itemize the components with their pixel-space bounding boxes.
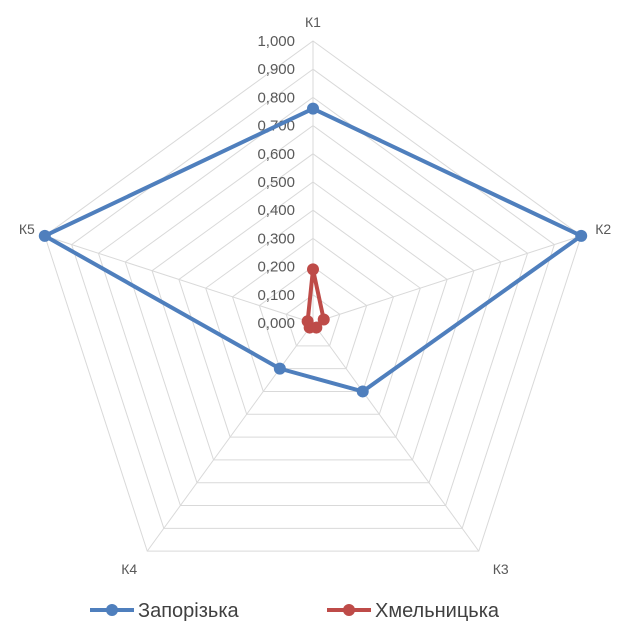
tick-label: 0,000 <box>257 315 295 332</box>
data-point <box>301 315 314 328</box>
data-point <box>575 229 588 242</box>
spoke-line <box>312 322 480 552</box>
grid-ring <box>97 96 529 507</box>
tick-label: 0,900 <box>257 61 295 78</box>
tick-label: 0,600 <box>257 146 295 163</box>
tick-label: 1,000 <box>257 33 295 50</box>
legend-label: Хмельницька <box>375 600 500 622</box>
radial-tick-labels: 0,0000,1000,2000,3000,4000,5000,6000,700… <box>257 33 295 332</box>
tick-label: 0,300 <box>257 230 295 247</box>
data-point <box>307 102 319 115</box>
tick-label: 0,400 <box>257 202 295 219</box>
legend-item[interactable]: Запорізька <box>90 600 240 622</box>
legend[interactable]: Запорізька Хмельницька <box>90 600 500 622</box>
axis-label: К5 <box>19 221 35 237</box>
legend-label: Запорізька <box>138 600 240 622</box>
tick-label: 0,500 <box>257 174 295 191</box>
radar-spokes <box>44 41 582 552</box>
legend-marker <box>106 604 118 616</box>
legend-marker <box>343 604 355 616</box>
grid-ring <box>258 265 368 370</box>
spoke-line <box>146 322 314 552</box>
data-point <box>356 385 369 398</box>
grid-ring <box>44 40 582 552</box>
data-point <box>307 263 319 276</box>
grid-ring <box>151 153 475 461</box>
grid-ring <box>205 209 421 415</box>
series-group <box>301 263 330 334</box>
axis-label: К1 <box>305 14 321 30</box>
axis-labels: К1 К2 К3 К4 К5 <box>19 14 612 577</box>
tick-label: 0,100 <box>257 287 295 304</box>
radar-grid <box>44 40 582 552</box>
grid-ring <box>231 237 395 392</box>
grid-ring <box>71 68 555 529</box>
tick-label: 0,800 <box>257 89 295 106</box>
data-point <box>273 362 286 375</box>
axis-label: К3 <box>493 561 509 577</box>
data-point <box>317 313 330 326</box>
series-group <box>38 102 588 398</box>
axis-label: К4 <box>121 561 137 577</box>
grid-ring <box>124 124 502 484</box>
spoke-line <box>44 235 314 324</box>
axis-label: К2 <box>595 221 611 237</box>
data-series <box>38 102 588 398</box>
grid-ring <box>285 294 341 347</box>
data-point <box>38 229 51 242</box>
grid-ring <box>178 181 448 438</box>
series-line <box>42 106 584 394</box>
tick-label: 0,200 <box>257 259 295 276</box>
legend-item[interactable]: Хмельницька <box>327 600 500 622</box>
spoke-line <box>312 235 582 324</box>
